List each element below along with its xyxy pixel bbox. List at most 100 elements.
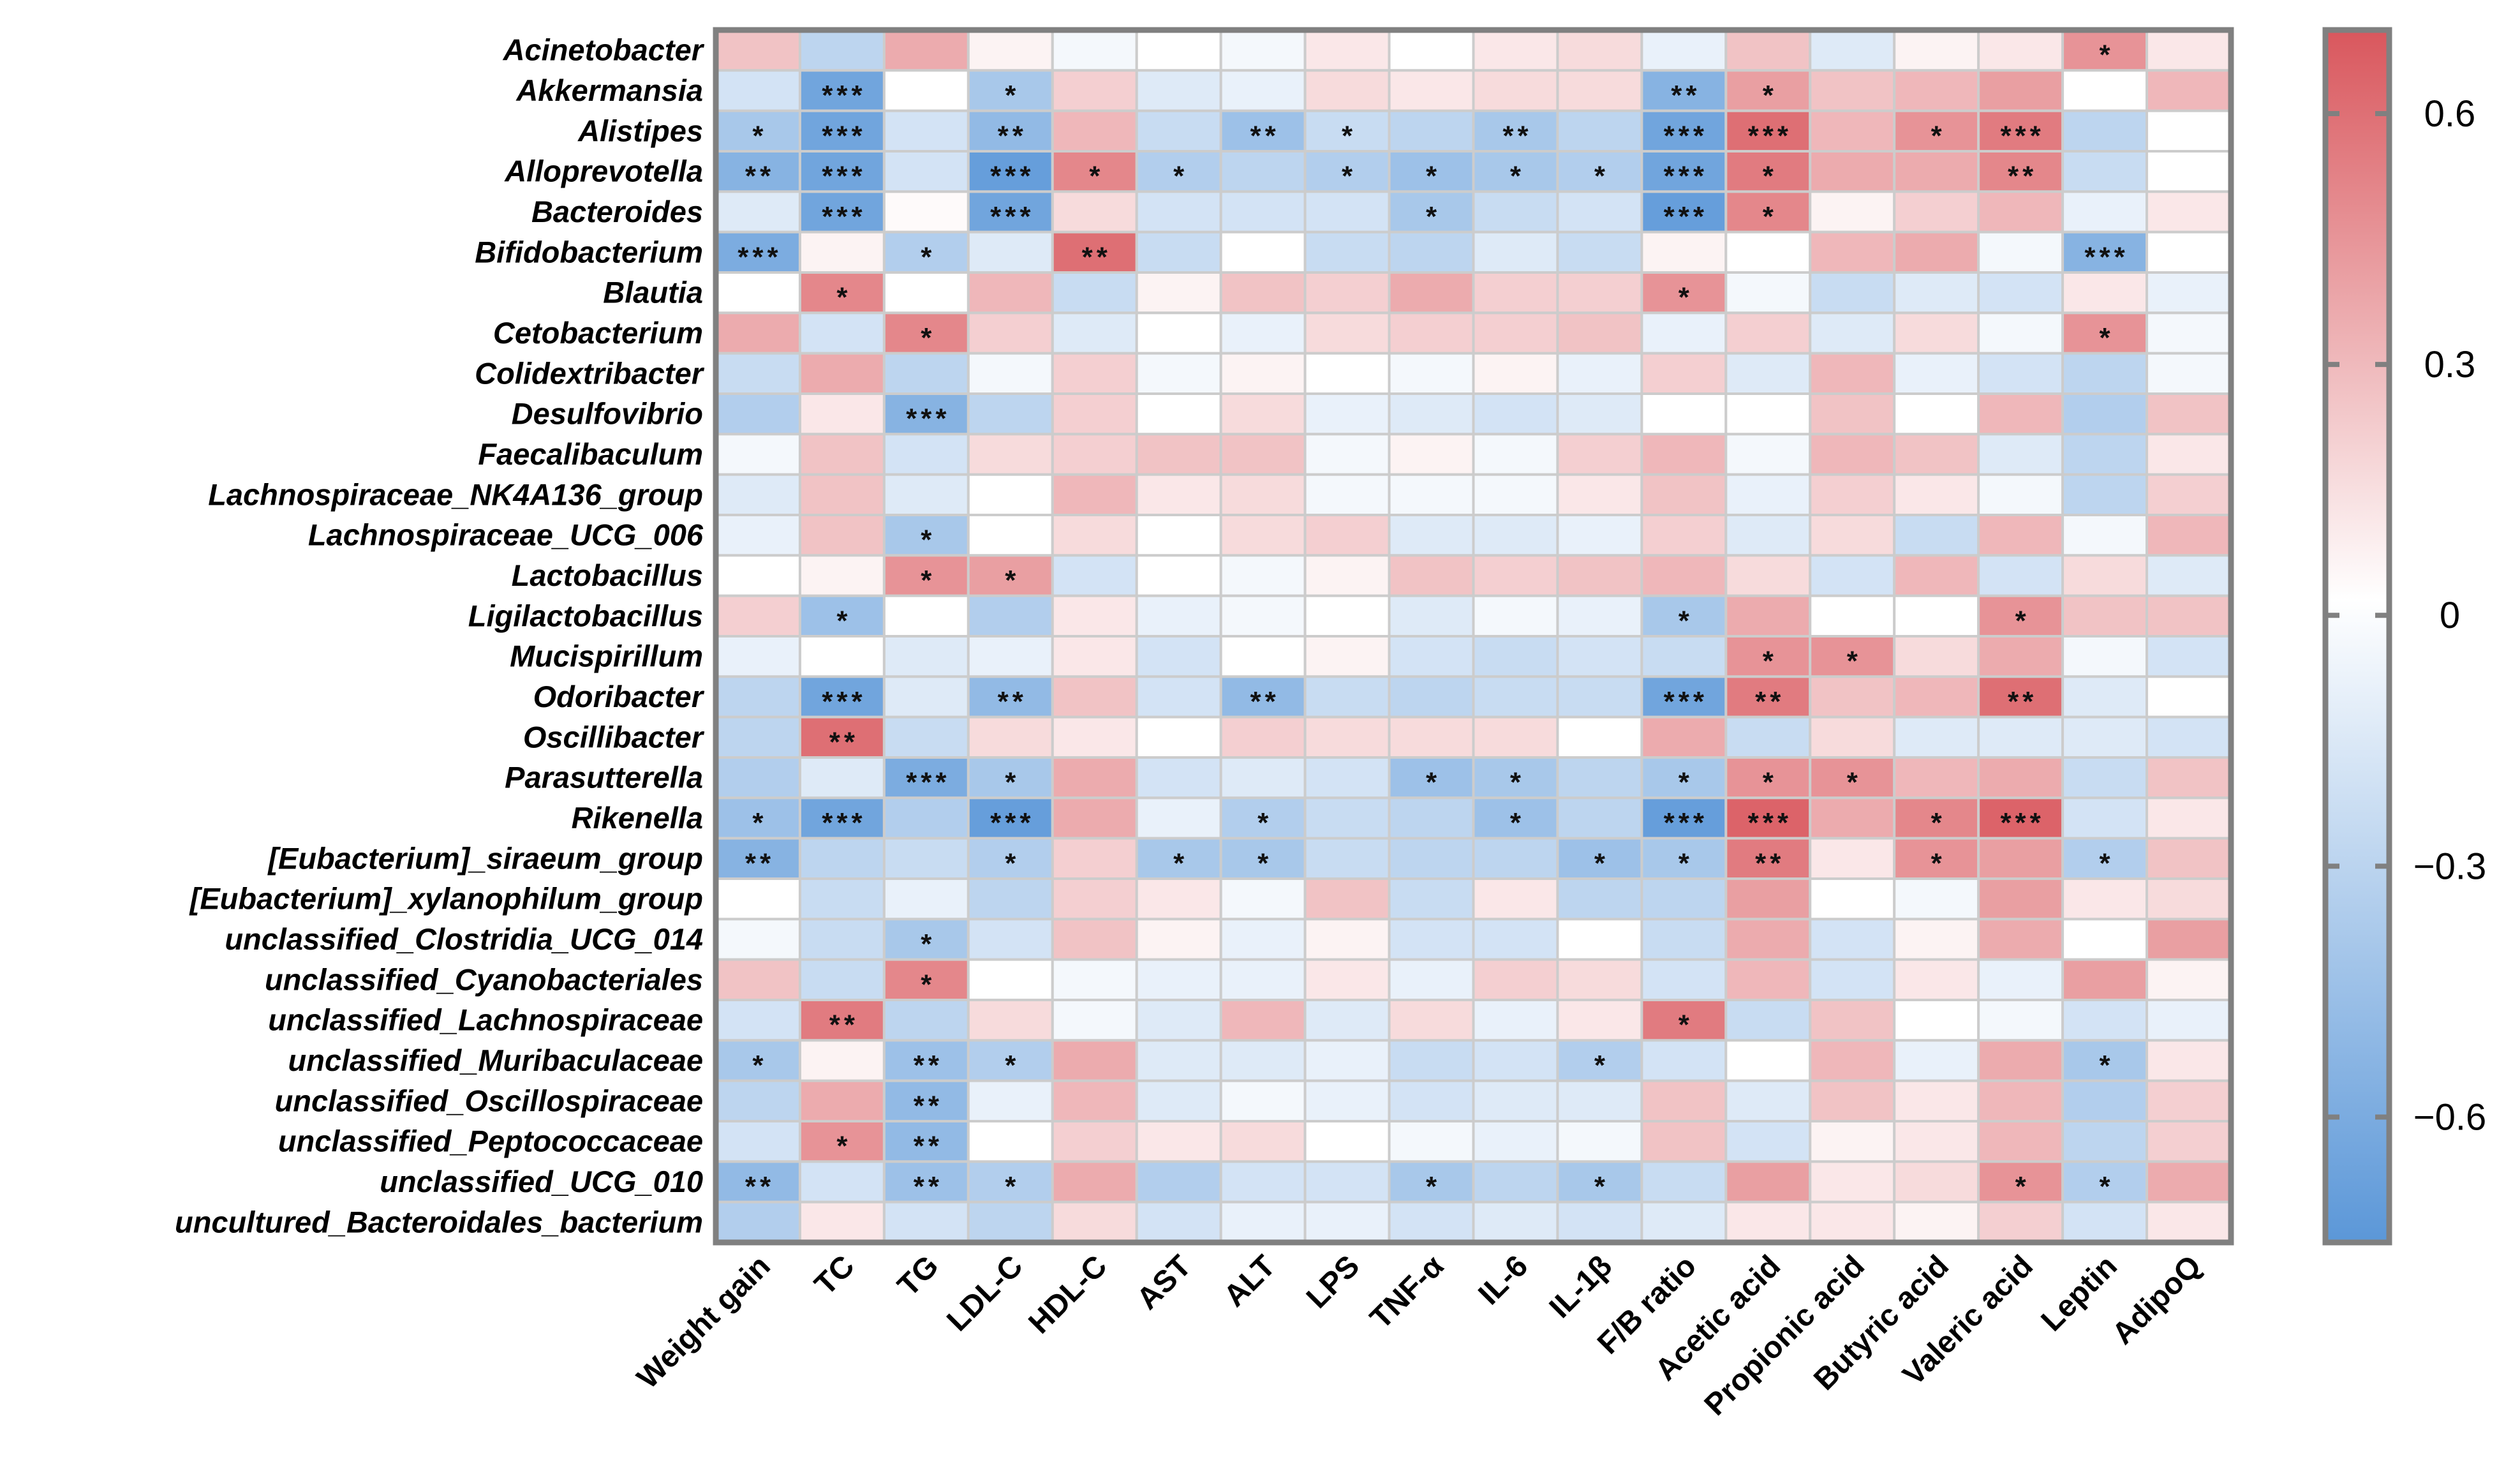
- heatmap-cell: [1724, 877, 1812, 921]
- heatmap-cell: [882, 877, 970, 921]
- row-label: Parasutterella: [505, 761, 703, 794]
- heatmap-cell: [1893, 1200, 1980, 1244]
- heatmap-cell: [1640, 433, 1728, 476]
- row-label: [Eubacterium]_siraeum_group: [267, 841, 703, 875]
- significance-mark: **: [745, 161, 775, 192]
- heatmap-cell: [1809, 109, 1896, 153]
- heatmap-cell: [1472, 433, 1559, 476]
- heatmap-cell: [1640, 554, 1728, 597]
- heatmap-cell: [2061, 594, 2149, 638]
- significance-mark: **: [1755, 686, 1784, 717]
- significance-mark: **: [1755, 847, 1784, 879]
- column-label: Weight gain: [631, 1249, 777, 1395]
- heatmap-cell: [1556, 958, 1643, 1001]
- significance-mark: **: [745, 1171, 775, 1202]
- heatmap-cell: [1893, 433, 1980, 476]
- heatmap-cell: [967, 311, 1054, 355]
- heatmap-cell: [1472, 392, 1559, 436]
- heatmap-cell: [1472, 1200, 1559, 1244]
- heatmap-cell: [1977, 1200, 2064, 1244]
- heatmap-cell: [1640, 958, 1728, 1001]
- heatmap-cell: [1051, 352, 1138, 396]
- heatmap-cell: [798, 514, 886, 557]
- heatmap-cell: [1051, 877, 1138, 921]
- heatmap-cell: [1388, 635, 1475, 678]
- column-label: TNF-α: [1364, 1249, 1451, 1336]
- significance-mark: *: [1594, 1171, 1609, 1202]
- heatmap-cell: [1303, 69, 1391, 112]
- heatmap-cell: [882, 109, 970, 153]
- significance-mark: *: [1679, 282, 1693, 313]
- heatmap-cell: [882, 433, 970, 476]
- heatmap-cell: [1556, 715, 1643, 759]
- heatmap-cell: [1556, 473, 1643, 517]
- significance-mark: ***: [1748, 120, 1792, 151]
- heatmap-cell: [1556, 1079, 1643, 1122]
- significance-mark: *: [1847, 767, 1862, 798]
- heatmap-cell: [967, 473, 1054, 517]
- heatmap-cell: [1724, 999, 1812, 1042]
- heatmap-cell: [1472, 999, 1559, 1042]
- heatmap-cell: [882, 918, 970, 961]
- heatmap-cell: [2061, 69, 2149, 112]
- heatmap-cell: [1303, 918, 1391, 961]
- heatmap-cell: [1219, 877, 1307, 921]
- significance-mark: *: [1089, 161, 1104, 192]
- heatmap-cell: [1219, 594, 1307, 638]
- heatmap-cell: [882, 715, 970, 759]
- heatmap-cell: [2146, 554, 2233, 597]
- heatmap-cell: [1977, 69, 2064, 112]
- heatmap-cell: [715, 594, 801, 638]
- heatmap-cell: [2146, 958, 2233, 1001]
- heatmap-cell: [1556, 756, 1643, 800]
- heatmap-cell: [1303, 514, 1391, 557]
- row-label: Oscillibacter: [523, 720, 705, 754]
- row-label: Lachnospiraceae_NK4A136_group: [208, 477, 703, 511]
- significance-mark: ***: [822, 80, 866, 111]
- heatmap-cell: [1977, 311, 2064, 355]
- heatmap-cell: [1977, 918, 2064, 961]
- heatmap-cell: [1893, 999, 1980, 1042]
- heatmap-cell: [1388, 675, 1475, 719]
- heatmap-cell: [1724, 271, 1812, 315]
- heatmap-cell: [1051, 1120, 1138, 1163]
- heatmap-cell: [1472, 958, 1559, 1001]
- heatmap-cell: [1051, 635, 1138, 678]
- heatmap-cell: [1303, 635, 1391, 678]
- heatmap-cell: [1809, 1200, 1896, 1244]
- heatmap-cell: [798, 1039, 886, 1082]
- heatmap-cell: [1051, 190, 1138, 234]
- heatmap-cell: [1893, 190, 1980, 234]
- significance-mark: ***: [822, 161, 866, 192]
- heatmap-cell: [1977, 675, 2064, 719]
- heatmap-cell: [2061, 392, 2149, 436]
- heatmap-cell: [2061, 554, 2149, 597]
- heatmap-cell: [1556, 635, 1643, 678]
- heatmap-cell: [1809, 594, 1896, 638]
- heatmap-cell: [1219, 918, 1307, 961]
- significance-mark: *: [1005, 1050, 1019, 1081]
- significance-mark: *: [1594, 1050, 1609, 1081]
- heatmap-cell: [1135, 271, 1222, 315]
- heatmap-cell: [1640, 230, 1728, 274]
- heatmap-cell: [882, 190, 970, 234]
- heatmap-cell: [798, 837, 886, 880]
- heatmap-cell: [882, 69, 970, 112]
- heatmap-cell: [1472, 554, 1559, 597]
- heatmap-cell: [1809, 1039, 1896, 1082]
- heatmap-cell: [1388, 1039, 1475, 1082]
- column-label: LDL-C: [940, 1249, 1029, 1338]
- heatmap-cell: [715, 918, 801, 961]
- heatmap-cell: [1809, 190, 1896, 234]
- heatmap-cell: [1809, 1160, 1896, 1204]
- heatmap-cell: [2146, 271, 2233, 315]
- significance-mark: ***: [1664, 807, 1708, 839]
- heatmap-cell: [967, 715, 1054, 759]
- heatmap-cell: [2146, 109, 2233, 153]
- heatmap-cell: [1977, 1120, 2064, 1163]
- heatmap-cell: [967, 675, 1054, 719]
- significance-mark: ***: [906, 767, 950, 798]
- heatmap-cell: [967, 190, 1054, 234]
- heatmap-cell: [1388, 473, 1475, 517]
- row-label: Bifidobacterium: [475, 235, 703, 269]
